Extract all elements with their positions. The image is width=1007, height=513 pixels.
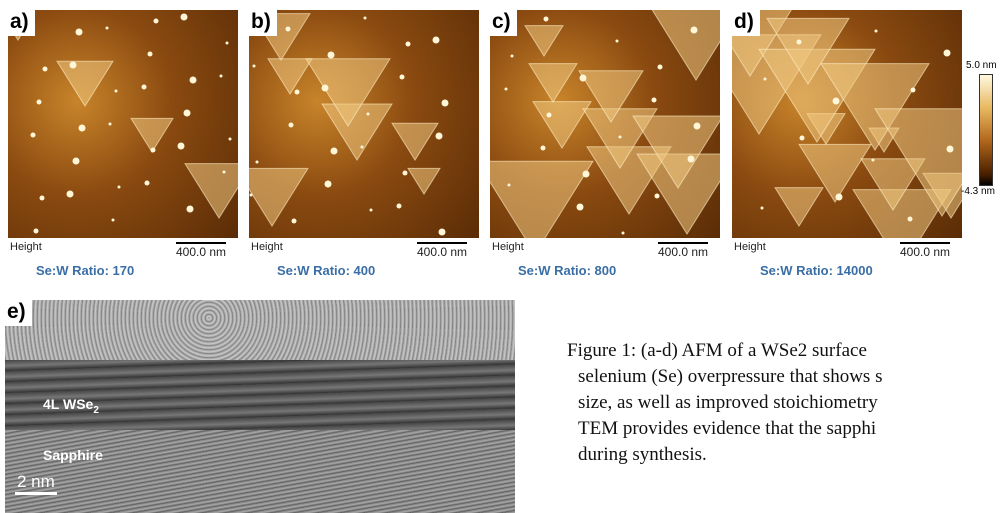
caption-line: selenium (Se) overpressure that shows s bbox=[567, 364, 882, 390]
scale-label: 400.0 nm bbox=[900, 242, 950, 259]
figure: a) Height 400.0 nm Se:W Ratio: 170 b) Height 4… bbox=[0, 0, 1007, 513]
tem-scale: 2 nm bbox=[15, 472, 57, 495]
layer-sub: 2 bbox=[93, 405, 99, 416]
height-label: Height bbox=[251, 241, 283, 253]
panel-label: b) bbox=[249, 10, 277, 36]
afm-image: a) bbox=[8, 10, 238, 238]
height-label: Height bbox=[492, 241, 524, 253]
afm-image: c) bbox=[490, 10, 720, 238]
ratio-label: Se:W Ratio: 800 bbox=[518, 263, 616, 278]
caption-line: Figure 1: (a-d) AFM of a WSe2 surface bbox=[567, 338, 882, 364]
colorbar bbox=[979, 74, 993, 186]
ratio-label: Se:W Ratio: 400 bbox=[277, 263, 375, 278]
height-label: Height bbox=[10, 241, 42, 253]
panel-label: d) bbox=[732, 10, 760, 36]
afm-image: b) bbox=[249, 10, 479, 238]
caption-line: size, as well as improved stoichiometry bbox=[567, 390, 882, 416]
tem-layers bbox=[5, 360, 515, 430]
scale-label: 400.0 nm bbox=[658, 242, 708, 259]
tem-image: e) 4L WSe2 Sapphire 2 nm bbox=[5, 300, 515, 513]
caption-line: during synthesis. bbox=[567, 442, 882, 468]
afm-image: d) bbox=[732, 10, 962, 238]
panel-label: e) bbox=[5, 300, 32, 326]
scale-label: 400.0 nm bbox=[176, 242, 226, 259]
caption-line: TEM provides evidence that the sapphi bbox=[567, 416, 882, 442]
colorbar-max: 5.0 nm bbox=[966, 60, 997, 71]
colorbar-min: -4.3 nm bbox=[961, 186, 995, 197]
ratio-label: Se:W Ratio: 170 bbox=[36, 263, 134, 278]
layer-text: 4L WSe bbox=[43, 396, 93, 412]
tem-texture bbox=[5, 300, 515, 360]
layer-label: 4L WSe2 bbox=[43, 396, 99, 416]
scale-label: 400.0 nm bbox=[417, 242, 467, 259]
height-label: Height bbox=[734, 241, 766, 253]
ratio-label: Se:W Ratio: 14000 bbox=[760, 263, 873, 278]
panel-label: a) bbox=[8, 10, 35, 36]
panel-label: c) bbox=[490, 10, 517, 36]
substrate-label: Sapphire bbox=[43, 447, 103, 463]
